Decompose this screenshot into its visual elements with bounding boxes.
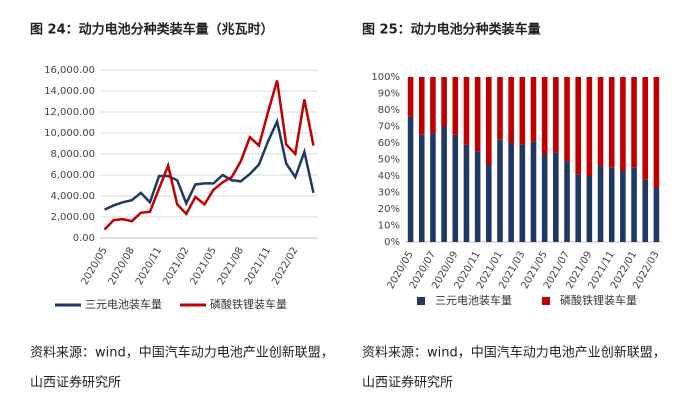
bar-segment	[553, 77, 559, 153]
bar-segment	[474, 151, 481, 242]
figure-caption: 图 25：动力电池分种类装车量	[362, 22, 541, 38]
bar-segment	[608, 167, 615, 242]
x-tick-label: 2020/08	[107, 246, 137, 287]
bar-segment	[653, 77, 660, 188]
y-tick-label: 10%	[378, 221, 400, 232]
y-tick-label: 20%	[378, 204, 400, 215]
series-line	[104, 117, 315, 211]
bar-segment	[486, 164, 492, 242]
bar-segment	[530, 141, 537, 242]
bar-segment	[497, 139, 503, 242]
bar-segment	[486, 77, 492, 165]
bar-segment	[452, 134, 459, 242]
bar-segment	[653, 187, 660, 242]
y-tick-label: 0%	[384, 237, 400, 248]
y-tick-label: 14,000.00	[44, 86, 95, 97]
bar-segment	[418, 77, 425, 135]
x-tick-label: 2021/08	[216, 246, 246, 287]
x-tick-label: 2021/02	[161, 246, 191, 287]
bar-segment	[541, 154, 548, 242]
y-tick-label: 16,000.00	[44, 65, 95, 76]
bar-segment	[597, 166, 604, 242]
bar-segment	[430, 77, 436, 134]
bar-segment	[564, 161, 570, 242]
bar-segment	[575, 77, 581, 175]
bar-segment	[631, 167, 637, 242]
y-tick-label: 6,000.00	[50, 170, 95, 181]
y-tick-label: 30%	[378, 188, 400, 199]
bar-segment	[407, 116, 414, 242]
bar-segment	[418, 134, 425, 242]
bar-segment	[508, 143, 514, 242]
legend-swatch	[542, 297, 550, 305]
x-tick-label: 2020/11	[134, 246, 164, 287]
bar-segment	[441, 126, 447, 242]
bar-segment	[608, 77, 615, 168]
y-tick-label: 70%	[378, 122, 400, 133]
source-note: 资料来源：wind，中国汽车动力电池产业创新联盟，	[30, 345, 334, 361]
series-line	[103, 80, 315, 231]
bar-segment	[597, 77, 604, 167]
x-tick-label: 2021/11	[243, 246, 273, 287]
bar-segment	[553, 152, 559, 242]
y-tick-label: 12,000.00	[44, 107, 95, 118]
y-tick-label: 10,000.00	[44, 128, 95, 139]
y-tick-label: 60%	[378, 138, 400, 149]
y-tick-label: 80%	[378, 105, 400, 116]
bar-segment	[530, 77, 537, 142]
bar-segment	[586, 77, 593, 176]
bar-segment	[564, 77, 570, 162]
y-tick-label: 2,000.00	[50, 212, 95, 223]
x-tick-label: 2021/05	[188, 246, 218, 287]
bar-segment	[642, 179, 649, 242]
x-tick-label: 2020/05	[79, 246, 109, 287]
y-tick-label: 90%	[378, 89, 400, 100]
source-note: 山西证券研究所	[30, 375, 121, 391]
figure-caption: 图 24：动力电池分种类装车量（兆瓦时）	[30, 22, 274, 38]
y-tick-label: 40%	[378, 171, 400, 182]
y-tick-label: 100%	[371, 72, 400, 83]
legend-label: 磷酸铁锂装车量	[210, 297, 287, 311]
y-tick-label: 0.00	[73, 233, 95, 244]
y-tick-label: 50%	[378, 155, 400, 166]
bar-segment	[508, 77, 514, 143]
bar-segment	[519, 144, 526, 242]
x-tick-label: 2022/02	[270, 246, 300, 287]
legend-label: 磷酸铁锂装车量	[560, 293, 637, 307]
bar-segment	[441, 77, 447, 127]
bar-segment	[474, 77, 481, 152]
bar-segment	[620, 77, 626, 172]
y-tick-label: 4,000.00	[50, 191, 95, 202]
bar-segment	[631, 77, 637, 168]
bar-segment	[430, 133, 436, 242]
bar-segment	[586, 176, 593, 242]
legend-label: 三元电池装车量	[435, 293, 512, 307]
legend-label: 三元电池装车量	[85, 297, 162, 311]
bar-segment	[642, 77, 649, 180]
bar-segment	[452, 77, 459, 135]
bar-segment	[407, 77, 414, 117]
bar-segment	[620, 171, 626, 242]
bar-segment	[519, 77, 526, 145]
bar-segment	[463, 144, 470, 242]
legend-swatch	[417, 297, 425, 305]
bar-segment	[575, 174, 581, 242]
source-note: 资料来源：wind，中国汽车动力电池产业创新联盟，	[362, 345, 666, 361]
y-tick-label: 8,000.00	[50, 149, 95, 160]
bar-segment	[541, 77, 548, 155]
source-note: 山西证券研究所	[362, 375, 453, 391]
bar-segment	[463, 77, 470, 145]
bar-segment	[497, 77, 503, 140]
